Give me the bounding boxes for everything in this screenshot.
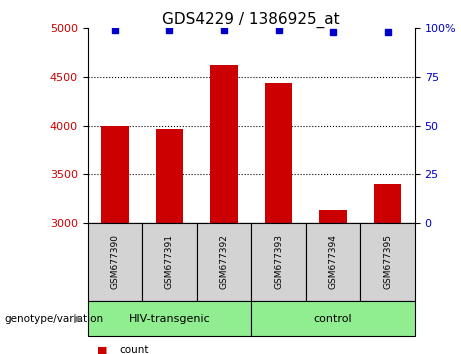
Bar — [306, 223, 361, 301]
Bar — [265, 83, 292, 223]
Text: genotype/variation: genotype/variation — [5, 314, 104, 324]
Title: GDS4229 / 1386925_at: GDS4229 / 1386925_at — [162, 12, 340, 28]
Text: GSM677390: GSM677390 — [110, 234, 119, 290]
Bar — [361, 223, 415, 301]
Bar — [251, 301, 415, 336]
Text: ■: ■ — [97, 346, 107, 354]
Text: count: count — [120, 346, 149, 354]
Bar — [251, 223, 306, 301]
Bar — [197, 223, 251, 301]
Bar — [101, 126, 129, 223]
Bar — [88, 301, 251, 336]
Text: GSM677391: GSM677391 — [165, 234, 174, 290]
Text: HIV-transgenic: HIV-transgenic — [129, 314, 210, 324]
Bar — [142, 223, 197, 301]
Text: GSM677393: GSM677393 — [274, 234, 283, 290]
Text: GSM677395: GSM677395 — [383, 234, 392, 290]
Bar — [210, 65, 237, 223]
Text: control: control — [314, 314, 352, 324]
Bar — [319, 210, 347, 223]
Text: GSM677394: GSM677394 — [329, 234, 337, 290]
Text: GSM677392: GSM677392 — [219, 234, 229, 290]
Bar — [88, 223, 142, 301]
Bar — [374, 184, 401, 223]
Text: ▶: ▶ — [74, 314, 82, 324]
Bar — [156, 129, 183, 223]
